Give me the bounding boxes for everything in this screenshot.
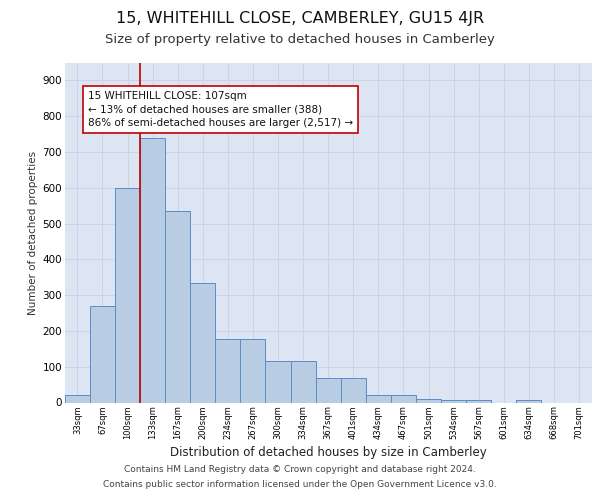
Text: 15, WHITEHILL CLOSE, CAMBERLEY, GU15 4JR: 15, WHITEHILL CLOSE, CAMBERLEY, GU15 4JR [116, 12, 484, 26]
Bar [190, 282, 215, 403]
Bar [341, 378, 366, 402]
Bar [517, 400, 541, 402]
Bar [441, 400, 466, 402]
Bar [241, 339, 265, 402]
Bar [115, 188, 140, 402]
Bar [290, 362, 316, 403]
Bar [391, 396, 416, 402]
Bar [215, 339, 241, 402]
Bar [265, 362, 290, 403]
Bar [90, 306, 115, 402]
Bar [466, 400, 491, 402]
Bar [316, 378, 341, 402]
X-axis label: Distribution of detached houses by size in Camberley: Distribution of detached houses by size … [170, 446, 487, 459]
Text: 15 WHITEHILL CLOSE: 107sqm
← 13% of detached houses are smaller (388)
86% of sem: 15 WHITEHILL CLOSE: 107sqm ← 13% of deta… [88, 91, 353, 128]
Bar [165, 211, 190, 402]
Y-axis label: Number of detached properties: Number of detached properties [28, 150, 38, 314]
Bar [366, 396, 391, 402]
Bar [65, 396, 90, 402]
Bar [416, 399, 441, 402]
Text: Size of property relative to detached houses in Camberley: Size of property relative to detached ho… [105, 32, 495, 46]
Bar [140, 138, 165, 402]
Text: Contains public sector information licensed under the Open Government Licence v3: Contains public sector information licen… [103, 480, 497, 489]
Text: Contains HM Land Registry data © Crown copyright and database right 2024.: Contains HM Land Registry data © Crown c… [124, 465, 476, 474]
